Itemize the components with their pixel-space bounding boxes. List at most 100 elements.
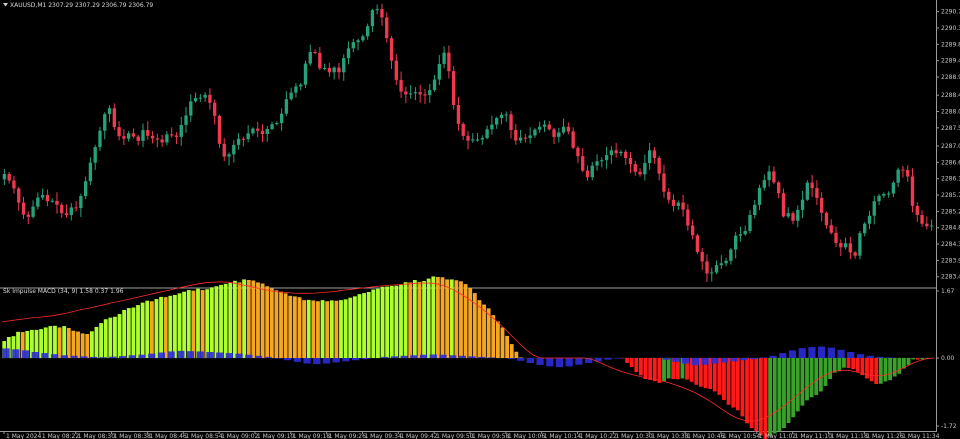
histogram-bar — [62, 326, 67, 358]
histogram-bar — [366, 291, 371, 358]
secondary-bar — [866, 355, 874, 358]
histogram-bar — [39, 329, 44, 358]
secondary-bar — [206, 351, 214, 358]
bear-candle — [17, 188, 21, 203]
histogram-bar — [228, 282, 233, 358]
histogram-bar — [495, 321, 500, 358]
histogram-bar — [509, 344, 514, 358]
time-tick-label: 1 May 08:46 — [149, 433, 187, 439]
histogram-bar — [371, 289, 376, 358]
triangle-down-icon[interactable] — [3, 3, 8, 7]
secondary-bar — [177, 350, 185, 358]
bear-candle — [772, 171, 776, 183]
price-tick-label: 2284.35 — [941, 241, 960, 248]
secondary-bar — [449, 355, 457, 358]
bull-candle — [322, 67, 327, 69]
bull-candle — [710, 272, 714, 274]
time-tick-label: 1 May 11:18 — [830, 433, 868, 439]
secondary-bar — [458, 355, 466, 358]
bear-candle — [447, 52, 451, 72]
bull-candle — [619, 151, 623, 154]
time-axis-ticks: 1 May 2024 1 May 08:221 May 08:301 May 08… — [3, 431, 940, 439]
secondary-bar — [264, 356, 272, 358]
bull-candle — [767, 171, 771, 181]
histogram-bar — [16, 331, 20, 358]
secondary-bar — [808, 347, 816, 358]
histogram-bar — [131, 307, 136, 358]
histogram-bar — [53, 325, 57, 358]
secondary-bar — [468, 356, 476, 358]
secondary-bar — [216, 352, 224, 358]
secondary-bar — [128, 355, 136, 358]
histogram-bar — [376, 288, 380, 358]
bear-candle — [815, 188, 819, 198]
secondary-bar — [361, 358, 369, 360]
bear-candle — [781, 193, 786, 217]
histogram-bar — [177, 293, 182, 358]
secondary-bar — [691, 358, 699, 366]
bear-candle — [820, 197, 824, 213]
secondary-bar — [381, 356, 389, 358]
bull-candle — [805, 182, 810, 200]
histogram-bar — [911, 358, 916, 360]
histogram-bar — [242, 279, 247, 358]
indicator-tick-label: 1.67 — [941, 288, 955, 295]
histogram-bar — [29, 329, 34, 358]
secondary-bar — [876, 356, 884, 358]
histogram-bar — [43, 327, 48, 358]
bull-candle — [471, 139, 475, 141]
histogram-bar — [869, 358, 874, 382]
histogram-bar — [191, 290, 196, 358]
histogram-bar — [791, 358, 796, 418]
histogram-bar — [99, 323, 104, 358]
histogram-bar — [722, 358, 726, 401]
bear-candle — [581, 156, 585, 171]
secondary-bar — [303, 358, 311, 364]
indicator-tick-label: -1.72 — [941, 423, 957, 430]
secondary-bar — [701, 358, 709, 365]
bear-candle — [681, 202, 685, 210]
secondary-bar — [313, 358, 321, 365]
histogram-bar — [883, 358, 888, 382]
bull-candle — [843, 243, 848, 248]
histogram-bar — [671, 358, 676, 380]
bull-candle — [504, 114, 508, 116]
histogram-bar — [214, 286, 219, 358]
bull-candle — [485, 129, 489, 139]
secondary-bar — [293, 358, 301, 362]
bull-candle — [98, 130, 102, 148]
bull-candle — [676, 202, 680, 206]
histogram-bar — [205, 289, 210, 358]
histogram-bar — [352, 296, 357, 358]
histogram-bar — [809, 358, 814, 398]
bear-candle — [552, 129, 556, 137]
time-tick-label: 1 May 09:10 — [257, 433, 295, 439]
secondary-bar — [400, 355, 408, 358]
histogram-bar — [103, 319, 108, 358]
histogram-bar — [749, 358, 754, 429]
impulse-histogram — [2, 276, 929, 439]
bear-candle — [112, 108, 116, 128]
bull-candle — [189, 101, 193, 116]
secondary-bar — [827, 347, 835, 358]
secondary-bar — [740, 358, 748, 361]
bull-candle — [408, 93, 413, 95]
secondary-bar — [274, 358, 282, 359]
bull-candle — [270, 124, 274, 129]
candlestick-series — [2, 3, 934, 282]
histogram-bar — [66, 327, 71, 358]
bear-candle — [313, 51, 317, 54]
histogram-bar — [48, 326, 53, 358]
secondary-bar — [818, 346, 826, 358]
histogram-bar — [772, 358, 777, 434]
bear-candle — [810, 182, 814, 189]
secondary-bar — [109, 356, 117, 358]
bull-candle — [361, 36, 365, 41]
secondary-histogram — [2, 346, 894, 368]
bull-candle — [308, 51, 312, 64]
histogram-bar — [126, 308, 131, 358]
secondary-bar — [419, 354, 428, 358]
bull-candle — [595, 161, 599, 166]
histogram-bar — [57, 327, 62, 358]
bear-candle — [241, 138, 246, 140]
